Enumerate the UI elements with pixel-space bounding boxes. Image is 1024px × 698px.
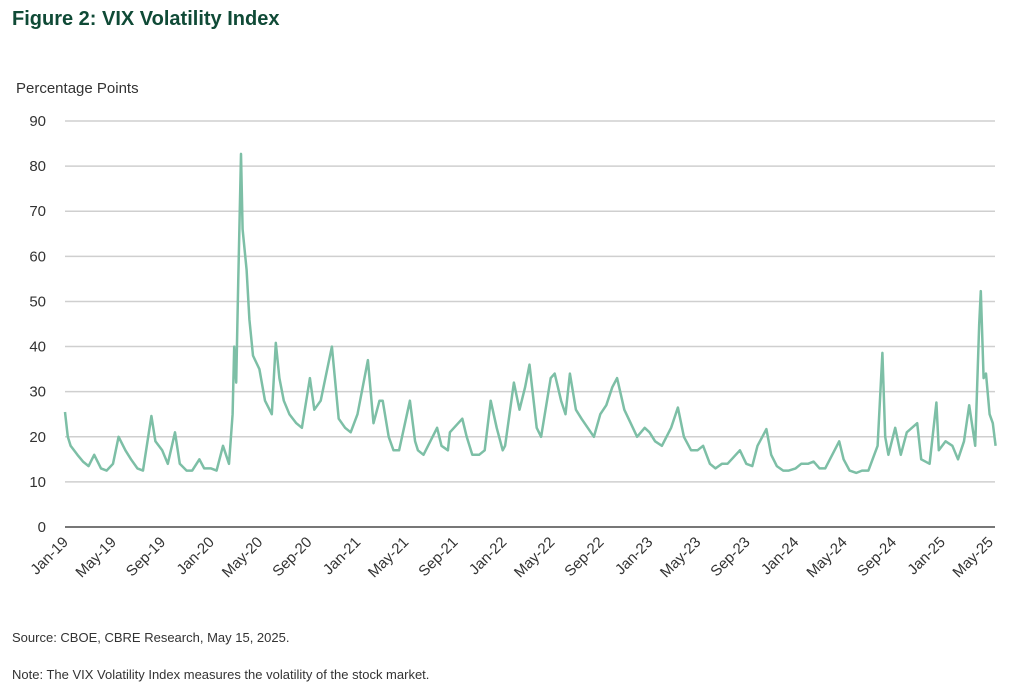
x-tick-label: Jan-23 — [612, 534, 656, 578]
y-tick-label: 10 — [29, 474, 46, 491]
x-tick-label: May-25 — [949, 534, 996, 581]
y-tick-label: 70 — [29, 203, 46, 220]
x-tick-label: May-24 — [803, 534, 850, 581]
x-tick-label: Jan-20 — [173, 534, 217, 578]
y-tick-label: 90 — [29, 113, 46, 130]
x-tick-label: Jan-24 — [758, 534, 802, 578]
vix-series-line — [63, 152, 997, 475]
chart-title: Figure 2: VIX Volatility Index — [12, 8, 280, 30]
x-tick-label: May-22 — [511, 534, 558, 581]
y-tick-label: 40 — [29, 339, 46, 356]
y-tick-label: 60 — [29, 248, 46, 265]
x-tick-label: May-23 — [657, 534, 704, 581]
x-tick-label: Sep-23 — [707, 534, 753, 580]
x-tick-label: May-21 — [365, 534, 412, 581]
x-tick-label: Sep-24 — [854, 534, 900, 580]
y-axis-label: Percentage Points — [16, 80, 139, 97]
x-tick-label: May-19 — [72, 534, 119, 581]
y-tick-label: 30 — [29, 384, 46, 401]
x-tick-label: May-20 — [219, 534, 266, 581]
footnote: Note: The VIX Volatility Index measures … — [12, 667, 430, 682]
x-tick-label: Jan-25 — [904, 534, 948, 578]
y-tick-label: 50 — [29, 293, 46, 310]
x-tick-label: Sep-21 — [415, 534, 461, 580]
y-tick-label: 0 — [38, 519, 46, 536]
x-tick-label: Sep-20 — [269, 534, 315, 580]
source-note: Source: CBOE, CBRE Research, May 15, 202… — [12, 630, 290, 645]
x-tick-label: Jan-22 — [466, 534, 510, 578]
x-tick-label: Sep-22 — [561, 534, 607, 580]
y-tick-label: 80 — [29, 158, 46, 175]
y-tick-label: 20 — [29, 429, 46, 446]
x-tick-label: Sep-19 — [123, 534, 169, 580]
x-tick-label: Jan-19 — [27, 534, 71, 578]
x-tick-label: Jan-21 — [320, 534, 364, 578]
